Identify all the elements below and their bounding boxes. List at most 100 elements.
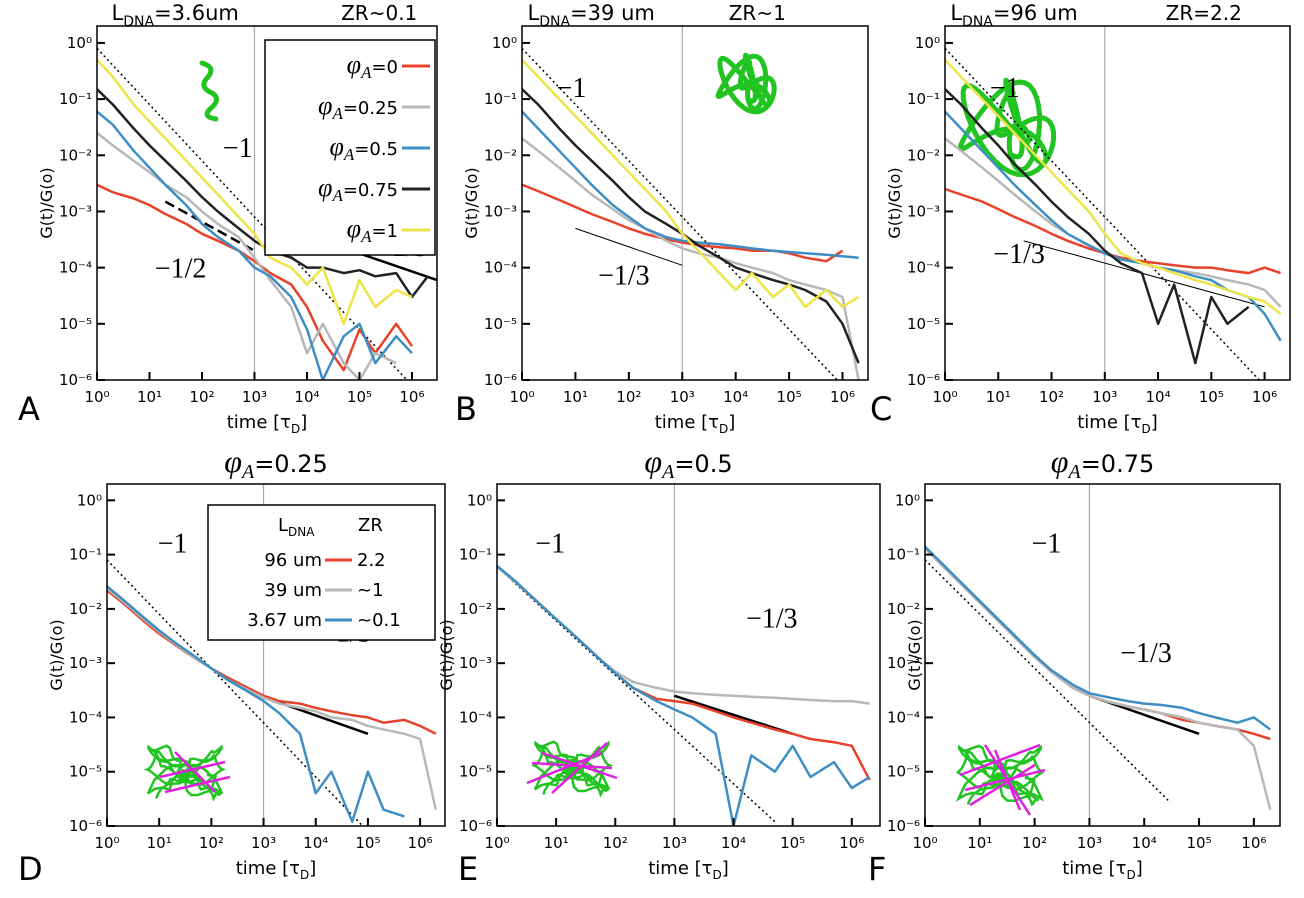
x-tick-label: 10² (189, 388, 214, 406)
x-axis-label: time [τD] (1062, 858, 1143, 882)
x-tick-label: 10¹ (986, 388, 1011, 406)
x-axis-label-part: time [τ (648, 858, 712, 879)
panel-title: LDNA=39 um (528, 1, 655, 30)
y-axis-label: G(t)/G(o) (437, 619, 456, 690)
slope-annotation: −1 (990, 73, 1020, 104)
plot-frame (521, 25, 869, 381)
title-part: L (950, 1, 962, 25)
y-axis-label: G(t)/G(o) (885, 167, 904, 238)
panel-label: C (870, 390, 892, 428)
x-tick-label: 10³ (251, 834, 276, 852)
panel-label: D (18, 850, 43, 888)
plot-frame (924, 483, 1281, 827)
x-tick-label: 10⁶ (1241, 834, 1266, 852)
legend-label: 3.67 um (247, 610, 322, 631)
y-tick-label: 10⁻¹ (69, 546, 102, 564)
panel: 10⁰ 10¹ 10² 10³ 10⁴ 10⁵ 10⁶ 10⁻⁶ 10⁻⁵ 10⁻⁴ 10⁻³ 10⁻… (18, 443, 446, 888)
panel: 10⁰ 10¹ 10² 10³ 10⁴ 10⁵ 10⁶ 10⁻⁶ 10⁻⁵ 10⁻⁴ 10⁻³ 10⁻… (18, 1, 438, 436)
y-tick-label: 10⁻² (59, 146, 92, 164)
x-tick-label: 10¹ (563, 388, 588, 406)
x-axis-label-part: time [τ (655, 412, 719, 433)
series-line (97, 131, 397, 380)
x-tick-label: 10² (616, 388, 641, 406)
legend-part: =0.5 (354, 139, 398, 160)
panel-subtitle: ZR~1 (729, 1, 786, 25)
legend-header-part: L (278, 515, 288, 536)
legend-sub: A (360, 63, 372, 82)
y-tick-label: 10⁻⁶ (59, 371, 92, 389)
series-line (107, 589, 437, 735)
y-tick-label: 10⁻² (484, 146, 517, 164)
illustration (143, 744, 231, 802)
title-sub: DNA (962, 14, 993, 30)
x-axis-label: time [τD] (655, 412, 736, 436)
series-line (522, 137, 860, 380)
slope-annotation: −1 (557, 73, 587, 104)
title-sub: DNA (539, 14, 570, 30)
x-tick-label: 10³ (242, 388, 267, 406)
rod (964, 768, 1046, 792)
x-axis-label-sub: D (1126, 868, 1135, 882)
x-axis-label-part: time [τ (1062, 858, 1126, 879)
y-tick-label: 10⁻⁵ (69, 763, 102, 781)
x-tick-label: 10⁵ (1199, 388, 1224, 406)
x-axis-label-sub: D (291, 422, 300, 436)
y-tick-label: 10⁻⁶ (459, 817, 492, 835)
y-tick-label: 10⁰ (67, 34, 92, 52)
series-line (107, 585, 405, 823)
y-tick-label: 10⁻³ (59, 202, 92, 220)
legend-sub: A (343, 145, 355, 164)
legend-label: φA=0.25 (318, 91, 398, 123)
panel: 10⁰ 10¹ 10² 10³ 10⁴ 10⁵ 10⁶ 10⁻⁶ 10⁻⁵ 10⁻⁴ 10⁻³ 10⁻… (455, 1, 869, 436)
x-tick-label: 10⁴ (723, 388, 748, 406)
series-line (97, 110, 413, 380)
series-line (522, 88, 860, 364)
x-tick-label: 10⁵ (780, 834, 805, 852)
legend-part: =0.75 (343, 180, 398, 201)
x-axis-label: time [τD] (236, 858, 317, 882)
legend-sub: A (360, 227, 372, 246)
y-tick-label: 10⁻² (69, 600, 102, 618)
x-tick-label: 10¹ (137, 388, 162, 406)
y-tick-label: 10⁻⁴ (484, 259, 517, 277)
x-tick-label: 10⁴ (721, 834, 746, 852)
y-tick-label: 10⁻⁶ (887, 817, 920, 835)
legend-sub: A (331, 186, 343, 205)
legend-header-sub: DNA (288, 525, 315, 539)
x-axis-label-part: ] (722, 858, 729, 879)
guide-line (1023, 240, 1265, 308)
guide-line (575, 227, 683, 266)
x-tick-label: 10² (603, 834, 628, 852)
title-sub: A (240, 461, 255, 483)
rod (551, 742, 608, 794)
x-axis-label-part: ] (309, 858, 316, 879)
title-symbol: φ (224, 443, 242, 479)
plot-frame (944, 25, 1291, 381)
legend-label: 2.2 (357, 550, 386, 571)
title-sub: DNA (123, 14, 154, 30)
x-tick-label: 10² (1039, 388, 1064, 406)
x-tick-label: 10⁵ (355, 834, 380, 852)
title-part: =0.75 (1081, 450, 1155, 478)
slope-annotation: −1/3 (598, 260, 650, 291)
y-tick-label: 10⁻¹ (907, 90, 940, 108)
y-tick-label: 10⁻⁴ (69, 708, 102, 726)
panel-label: A (18, 390, 40, 428)
slope-annotation: −1 (535, 528, 565, 559)
legend-symbol: φ (318, 91, 332, 120)
y-tick-label: 10⁰ (77, 491, 102, 509)
x-tick-label: 10¹ (544, 834, 569, 852)
x-axis-label-part: ] (300, 412, 307, 433)
legend-label: φA=0.75 (318, 173, 398, 205)
title-part: =96 um (993, 1, 1078, 25)
x-tick-label: 10³ (670, 388, 695, 406)
legend-label: 96 um (264, 550, 322, 571)
panel-title: LDNA=3.6um (112, 1, 239, 30)
rod (164, 775, 231, 794)
x-tick-label: 10¹ (967, 834, 992, 852)
x-axis-label: time [τD] (1077, 412, 1158, 436)
panel-subtitle: ZR~0.1 (341, 1, 417, 25)
legend-label: 39 um (264, 580, 322, 601)
panel-subtitle: ZR=2.2 (1166, 1, 1242, 25)
